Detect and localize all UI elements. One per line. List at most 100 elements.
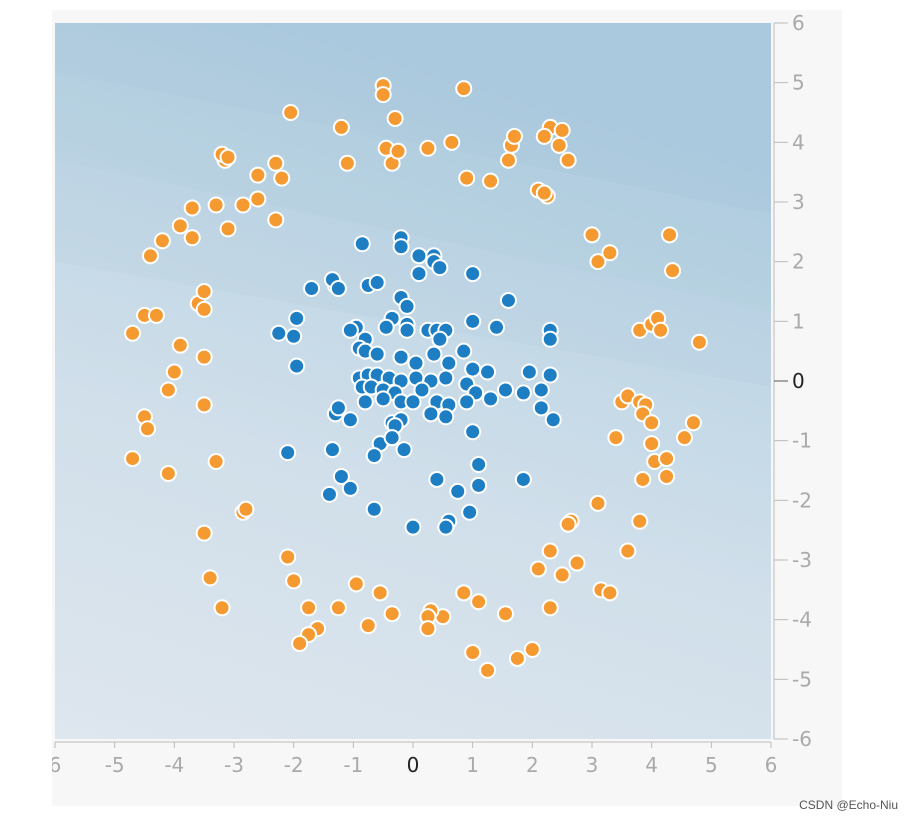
blue-data-point [461, 503, 479, 521]
orange-data-point [634, 470, 652, 488]
orange-data-point [300, 599, 318, 617]
orange-data-point [601, 584, 619, 602]
orange-data-point [195, 524, 213, 542]
orange-data-point [541, 599, 559, 617]
y-tick-label: 5 [792, 71, 805, 95]
data-points [124, 77, 708, 679]
x-tick-label: 6 [765, 753, 778, 777]
orange-data-point [267, 154, 285, 172]
blue-data-point [428, 470, 446, 488]
x-tick-label: 3 [586, 753, 599, 777]
orange-data-point [455, 80, 473, 98]
blue-data-point [520, 363, 538, 381]
orange-data-point [237, 500, 255, 518]
y-axis: 6 5 4 3 2 1 0 -1 -2 -3 -4 -5 -6 [773, 11, 812, 751]
blue-data-point [464, 312, 482, 330]
orange-data-point [559, 515, 577, 533]
y-tick-label: 1 [792, 309, 805, 333]
x-tick-label: 5 [705, 753, 718, 777]
orange-data-point [643, 414, 661, 432]
x-tick-label: 0 [407, 753, 420, 777]
blue-data-point [329, 280, 347, 298]
orange-data-point [553, 121, 571, 139]
y-tick-label: -4 [792, 608, 812, 632]
blue-data-point [470, 476, 488, 494]
orange-data-point [171, 217, 189, 235]
orange-data-point [359, 617, 377, 635]
blue-data-point [285, 327, 303, 345]
blue-data-point [541, 366, 559, 384]
orange-data-point [690, 333, 708, 351]
orange-data-point [550, 136, 568, 154]
orange-data-point [470, 593, 488, 611]
orange-data-point [568, 554, 586, 572]
blue-data-point [455, 342, 473, 360]
orange-data-point [138, 420, 156, 438]
decision-band-0 [55, 23, 771, 214]
blue-data-point [392, 348, 410, 366]
y-tick-label: 2 [792, 250, 805, 274]
blue-data-point [374, 390, 392, 408]
blue-data-point [440, 354, 458, 372]
blue-data-point [425, 345, 443, 363]
orange-data-point [675, 429, 693, 447]
orange-data-point [159, 464, 177, 482]
blue-data-point [407, 354, 425, 372]
blue-data-point [496, 381, 514, 399]
orange-data-point [159, 381, 177, 399]
orange-data-point [383, 605, 401, 623]
blue-data-point [404, 518, 422, 536]
blue-data-point [514, 384, 532, 402]
blue-data-point [410, 265, 428, 283]
y-tick-label: 0 [792, 369, 805, 393]
blue-data-point [365, 447, 383, 465]
blue-data-point [458, 393, 476, 411]
x-tick-label: -3 [224, 753, 244, 777]
orange-data-point [213, 599, 231, 617]
blue-data-point [303, 280, 321, 298]
orange-data-point [291, 635, 309, 653]
orange-data-point [661, 226, 679, 244]
orange-data-point [386, 109, 404, 127]
blue-data-point [392, 238, 410, 256]
blue-data-point [532, 399, 550, 417]
blue-data-point [288, 309, 306, 327]
blue-data-point [270, 324, 288, 342]
blue-data-point [482, 390, 500, 408]
orange-data-point [419, 139, 437, 157]
blue-data-point [341, 411, 359, 429]
orange-data-point [195, 300, 213, 318]
orange-data-point [523, 641, 541, 658]
y-tick-label: 3 [792, 190, 805, 214]
x-tick-label: 6 [52, 753, 61, 777]
blue-data-point [544, 411, 562, 429]
orange-data-point [201, 569, 219, 587]
blue-data-point [470, 456, 488, 474]
orange-data-point [171, 336, 189, 354]
orange-data-point [207, 453, 225, 471]
decision-band-1 [55, 70, 771, 310]
chart-panel: 6 -5 -4 -3 -2 -1 0 1 2 3 4 5 6 6 5 4 3 2 1 0 -1 -2 -3 -4 -5 -6 [49, 10, 842, 806]
orange-data-point [589, 253, 607, 271]
blue-data-point [365, 500, 383, 518]
blue-data-point [437, 518, 455, 536]
blue-data-point [431, 330, 449, 348]
orange-data-point [535, 127, 553, 145]
x-tick-label: 2 [526, 753, 539, 777]
orange-data-point [443, 133, 461, 151]
orange-data-point [285, 572, 303, 590]
orange-data-point [607, 429, 625, 447]
orange-data-point [541, 542, 559, 560]
orange-data-point [147, 306, 165, 324]
orange-data-point [499, 151, 517, 169]
orange-data-point [464, 643, 482, 661]
blue-data-point [479, 363, 497, 381]
blue-data-point [288, 357, 306, 375]
orange-data-point [195, 283, 213, 300]
blue-data-point [464, 265, 482, 283]
blue-data-point [320, 485, 338, 503]
orange-data-point [619, 542, 637, 560]
x-tick-label: -1 [343, 753, 363, 777]
y-tick-label: -5 [792, 667, 812, 691]
blue-data-point [488, 318, 506, 336]
